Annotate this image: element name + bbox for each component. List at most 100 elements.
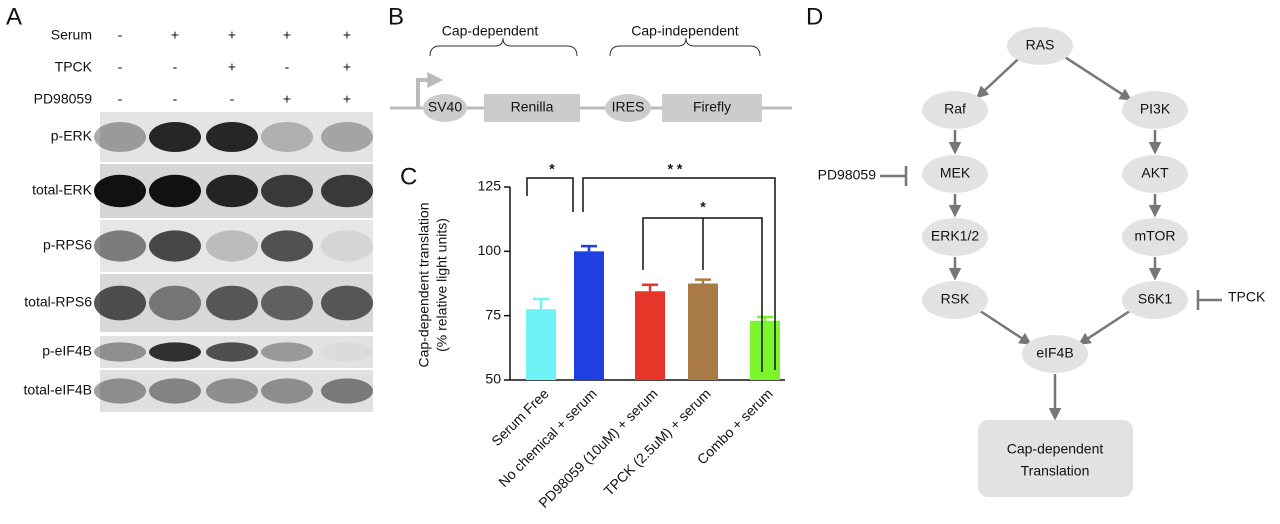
pathway-node — [922, 155, 988, 193]
element-label: Firefly — [693, 99, 731, 115]
blot-label: p-RPS6 — [43, 237, 92, 253]
band — [149, 230, 201, 262]
pathway-arrow — [976, 57, 1021, 99]
panel-label: A — [6, 3, 22, 30]
element-label: IRES — [612, 99, 645, 115]
blot-label: total-RPS6 — [24, 294, 92, 310]
significance-label: * * — [668, 161, 683, 177]
band — [94, 122, 146, 152]
y-tick-label: 100 — [478, 242, 502, 258]
band — [206, 285, 258, 321]
bar — [688, 283, 718, 380]
band — [149, 122, 201, 152]
pathway-node — [922, 218, 988, 256]
condition-mark: - — [118, 59, 123, 75]
error-bar — [757, 315, 773, 321]
node-label: ERK1/2 — [931, 228, 979, 244]
bar — [526, 309, 556, 380]
y-tick-label: 125 — [478, 178, 502, 194]
bar — [574, 251, 604, 380]
y-axis-label: Cap-dependent translation — [416, 202, 432, 367]
error-bar — [533, 297, 549, 310]
condition-mark: - — [173, 91, 178, 107]
significance-bracket — [526, 177, 574, 212]
band — [321, 285, 373, 321]
node-label: MEK — [940, 165, 971, 181]
band — [94, 230, 146, 262]
panel-label: C — [400, 163, 417, 190]
error-bar — [581, 244, 597, 252]
band — [94, 342, 146, 362]
group-label: Cap-dependent — [442, 23, 539, 39]
condition-mark: + — [228, 59, 236, 75]
node-label: Raf — [944, 101, 966, 117]
panel-label: D — [806, 3, 823, 30]
condition-mark: + — [343, 91, 351, 107]
band — [321, 230, 373, 262]
node-label: PI3K — [1140, 101, 1171, 117]
band — [149, 378, 201, 404]
element-label: Renilla — [511, 99, 554, 115]
condition-mark: - — [285, 59, 290, 75]
node-label: AKT — [1141, 165, 1169, 181]
band — [94, 174, 146, 208]
node-label: S6K1 — [1138, 291, 1172, 307]
band — [261, 122, 313, 152]
bar — [635, 291, 665, 380]
y-tick-label: 75 — [485, 306, 501, 322]
blot-label: p-ERK — [51, 128, 93, 144]
condition-mark: - — [118, 27, 123, 43]
output-label: Cap-dependent — [1007, 441, 1104, 457]
pathway-node — [1122, 91, 1188, 129]
node-label: eIF4B — [1036, 345, 1073, 361]
condition-mark: - — [230, 91, 235, 107]
pathway-node — [1122, 281, 1188, 319]
pathway-arrow — [977, 308, 1032, 345]
condition-label: TPCK — [55, 59, 93, 75]
band — [261, 378, 313, 404]
significance-label: * — [700, 199, 706, 215]
pathway-node — [922, 281, 988, 319]
condition-mark: + — [343, 27, 351, 43]
blot-label: total-ERK — [32, 182, 93, 198]
band — [261, 174, 313, 208]
condition-mark: - — [173, 59, 178, 75]
blot-label: p-eIF4B — [42, 343, 92, 359]
band — [261, 285, 313, 321]
condition-mark: + — [343, 59, 351, 75]
significance-label: * — [549, 161, 555, 177]
error-bar — [642, 283, 658, 292]
band — [149, 342, 201, 362]
panel-label: B — [388, 3, 404, 30]
band — [321, 378, 373, 404]
condition-label: Serum — [51, 27, 92, 43]
pathway-arrow — [1062, 54, 1133, 101]
band — [321, 122, 373, 152]
pathway-node — [1122, 155, 1188, 193]
inhibitor-label: PD98059 — [818, 167, 877, 183]
element-label: SV40 — [428, 99, 462, 115]
band — [206, 174, 258, 208]
output-label: Translation — [1021, 463, 1090, 479]
band — [206, 230, 258, 262]
group-label: Cap-independent — [631, 23, 739, 39]
pathway-node — [922, 91, 988, 129]
band — [206, 122, 258, 152]
x-tick-label: No chemical + serum — [495, 385, 600, 490]
band — [261, 230, 313, 262]
significance-bracket — [582, 177, 776, 370]
condition-mark: - — [118, 91, 123, 107]
condition-mark: + — [283, 27, 291, 43]
construct — [390, 37, 792, 122]
pathway-arrow — [1078, 308, 1133, 345]
pathway-node — [1007, 27, 1073, 65]
x-tick-label: TPCK (2.5uM) + serum — [600, 385, 713, 498]
condition-mark: + — [283, 91, 291, 107]
band — [149, 285, 201, 321]
inhibition — [1196, 290, 1222, 310]
band — [261, 342, 313, 362]
inhibitor-label: TPCK — [1228, 289, 1266, 305]
condition-mark: + — [228, 27, 236, 43]
node-label: RAS — [1026, 37, 1055, 53]
